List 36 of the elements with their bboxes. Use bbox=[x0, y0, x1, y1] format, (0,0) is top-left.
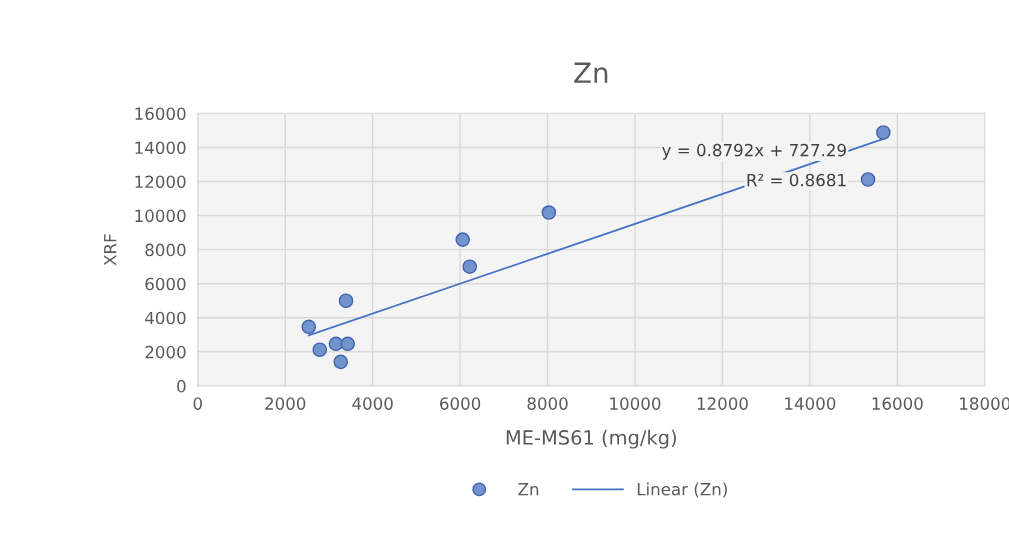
y-tick-label: 6000 bbox=[145, 277, 186, 291]
y-tick-label: 4000 bbox=[145, 311, 186, 325]
point bbox=[301, 319, 317, 335]
x-tick-label: 4000 bbox=[352, 397, 393, 410]
point bbox=[340, 336, 356, 352]
y-tick-label: 12000 bbox=[135, 175, 186, 189]
x-tick-label: 12000 bbox=[697, 397, 748, 410]
y-tick-label: 14000 bbox=[135, 141, 186, 155]
x-tick-label: 8000 bbox=[527, 397, 568, 410]
x-tick-label: 10000 bbox=[610, 397, 661, 410]
point bbox=[333, 354, 349, 370]
x-tick-label: 6000 bbox=[440, 397, 481, 410]
legend-label: Linear (Zn) bbox=[637, 482, 727, 498]
y-axis-title: XRF bbox=[104, 234, 117, 266]
point bbox=[541, 205, 557, 220]
point bbox=[338, 293, 354, 309]
x-tick-label: 2000 bbox=[265, 397, 306, 410]
x-tick-label: 14000 bbox=[785, 397, 836, 410]
chart-title: Zn bbox=[574, 62, 608, 83]
y-tick-label: 16000 bbox=[135, 107, 186, 120]
point bbox=[455, 232, 471, 247]
point bbox=[860, 172, 876, 187]
x-tick-label: 0 bbox=[193, 397, 202, 410]
x-tick-label: 16000 bbox=[872, 397, 923, 410]
point bbox=[328, 336, 344, 352]
y-tick-label: 0 bbox=[177, 379, 186, 393]
point bbox=[312, 342, 328, 358]
y-tick-label: 10000 bbox=[135, 209, 186, 223]
y-tick-label: 8000 bbox=[145, 243, 186, 257]
legend-label: Zn bbox=[518, 483, 539, 496]
annotation: R² = 0.8681 bbox=[747, 173, 846, 187]
annotation: y = 0.8792x + 727.29 bbox=[662, 143, 846, 160]
point bbox=[876, 125, 891, 140]
y-tick-label: 2000 bbox=[145, 345, 186, 359]
point bbox=[462, 259, 478, 274]
x-axis-title: ME-MS61 (mg/kg) bbox=[506, 429, 676, 449]
